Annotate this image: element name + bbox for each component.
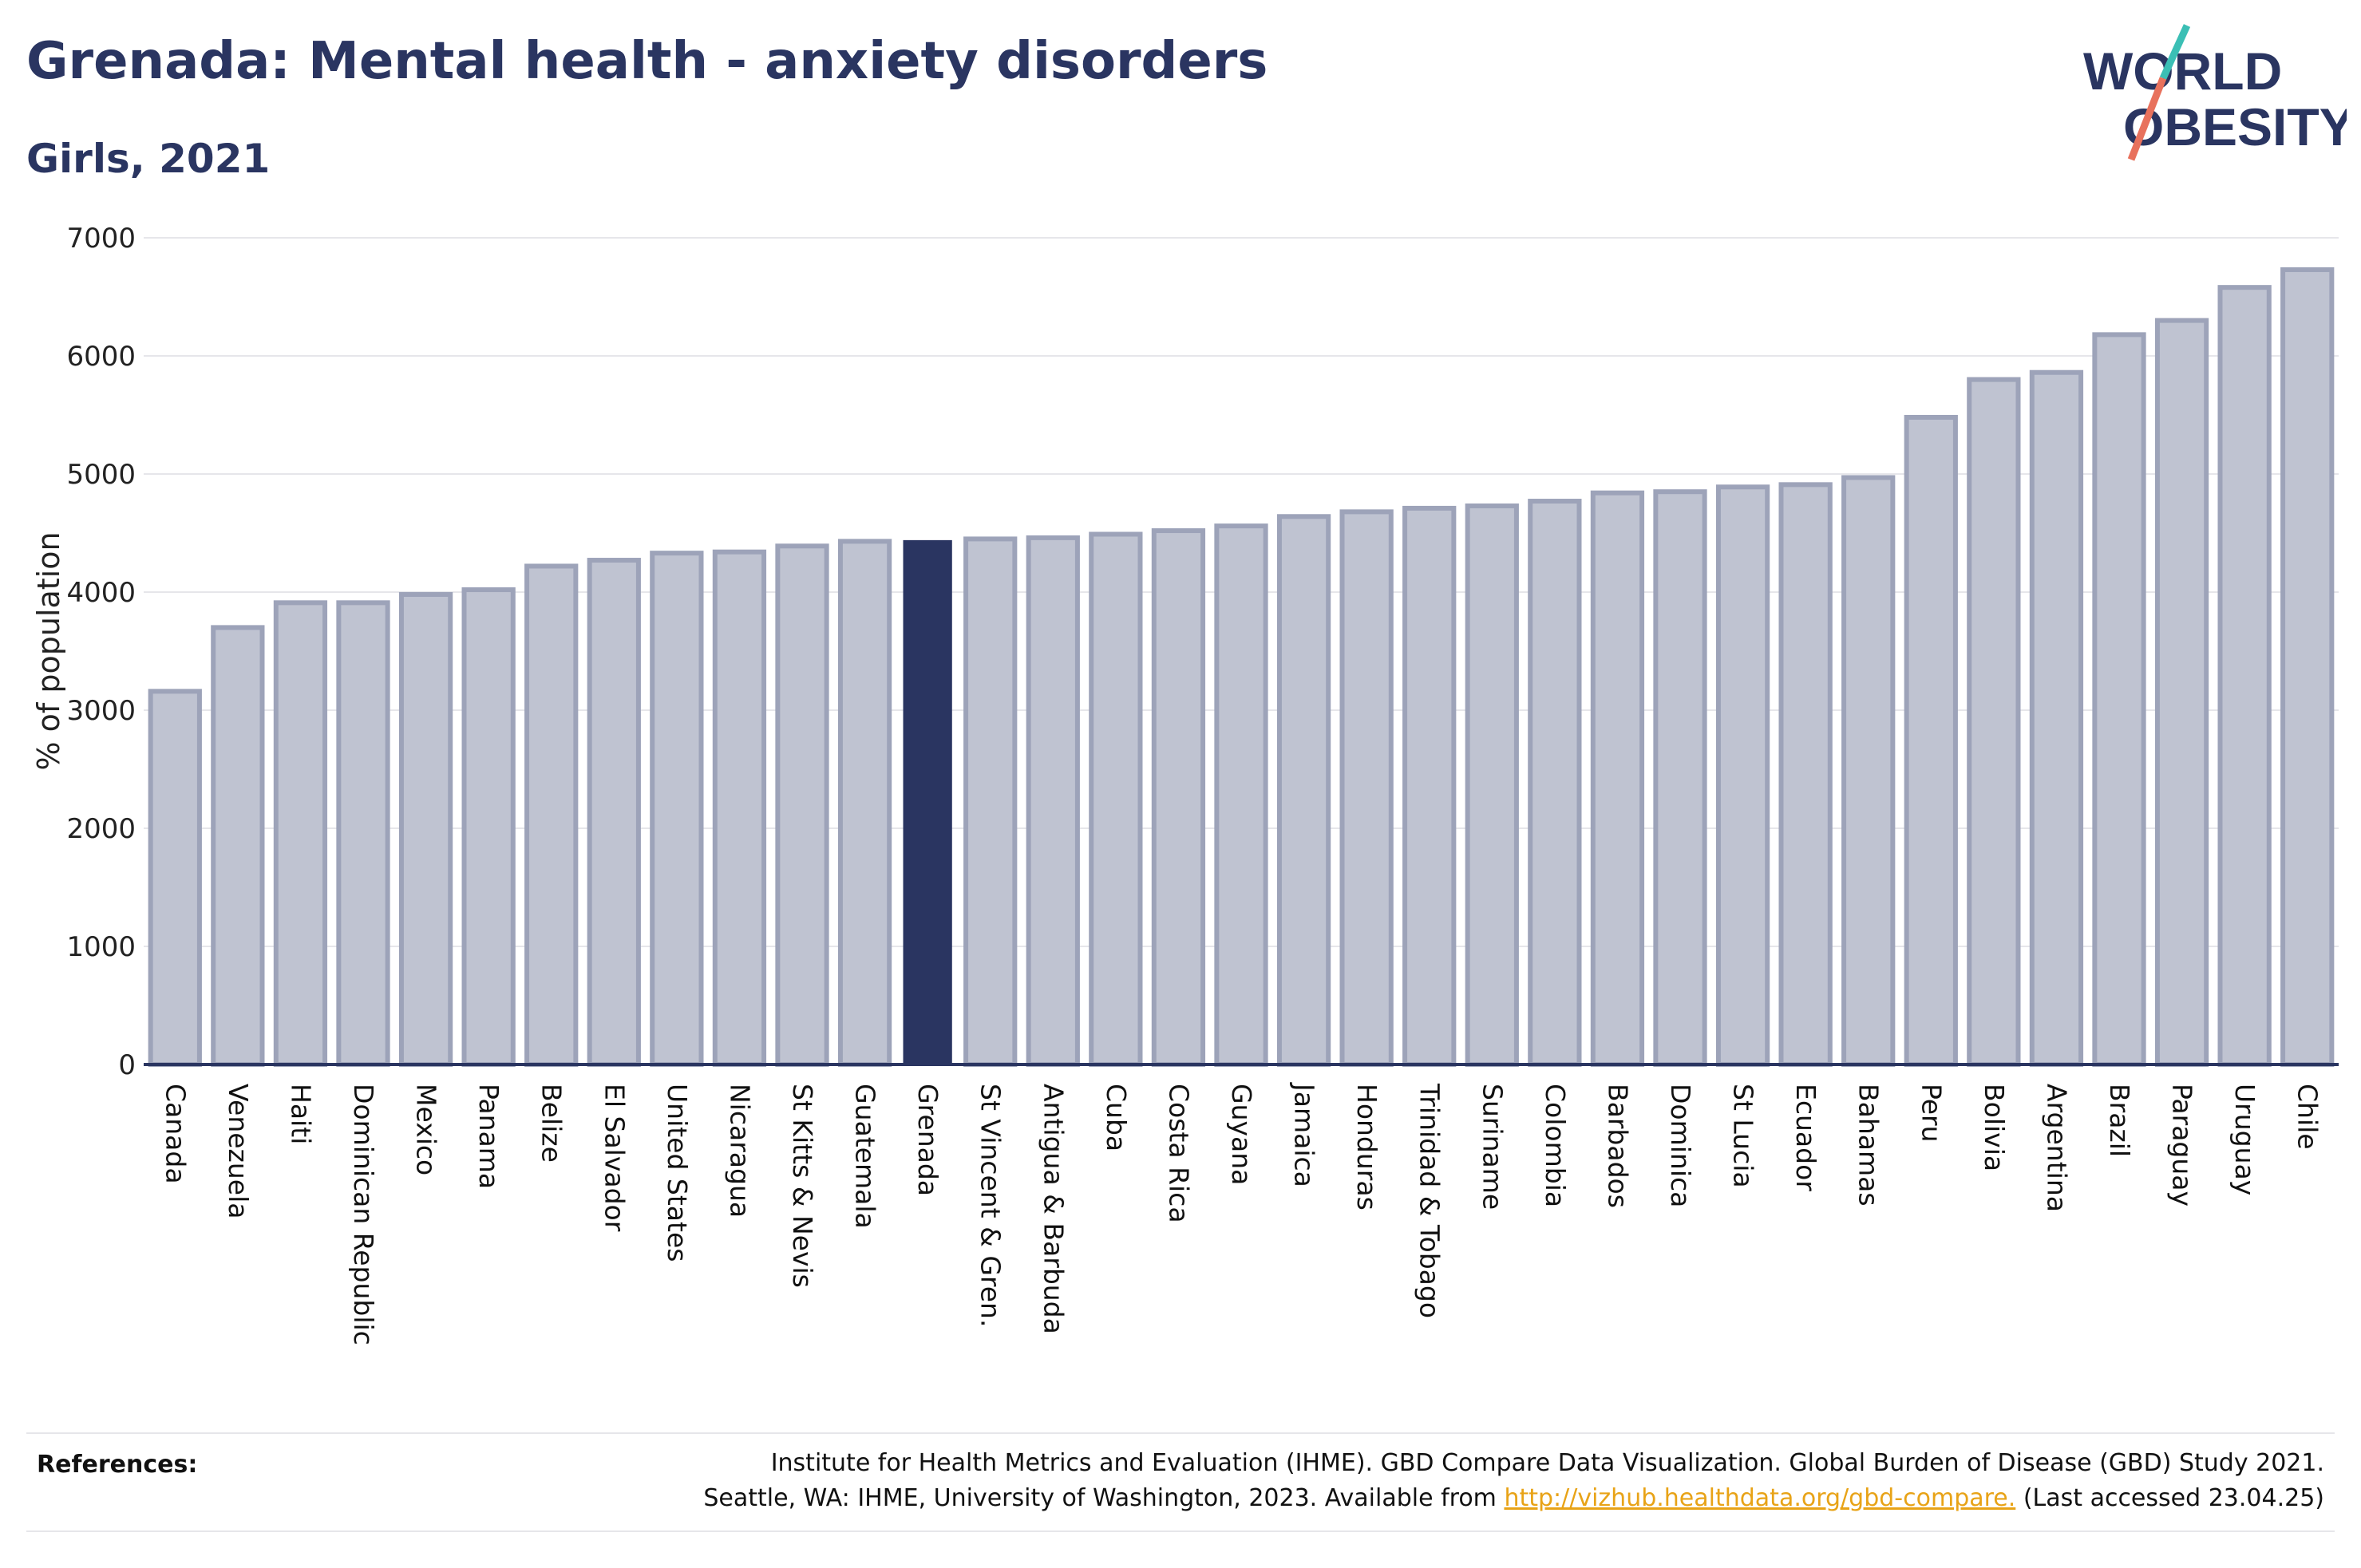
y-tick-label: 1000: [66, 931, 136, 963]
x-tick-label: Chile: [2292, 1084, 2323, 1150]
x-tick-label: Antigua & Barbuda: [1038, 1084, 1069, 1334]
references-line2-suffix: (Last accessed 23.04.25): [2015, 1484, 2324, 1512]
x-tick-label: Argentina: [2041, 1084, 2072, 1212]
logo-line1: WORLD: [2083, 41, 2282, 101]
x-tick-label: Bolivia: [1979, 1084, 2010, 1171]
bar-chart: 0 1000 2000 3000 4000 5000 6000 7000 % of popula…: [31, 223, 2339, 1345]
x-tick-label: Belize: [536, 1084, 568, 1163]
y-axis-title: % of population: [31, 531, 66, 770]
x-tick-label: Paraguay: [2167, 1084, 2198, 1207]
y-tick-label: 7000: [66, 223, 136, 255]
x-tick-label: Cuba: [1101, 1084, 1132, 1151]
bar: [1402, 505, 1457, 1067]
bar: [2217, 285, 2272, 1068]
bar: [1590, 490, 1645, 1067]
x-tick-label: Dominican Republic: [348, 1084, 379, 1345]
x-tick-label: Brazil: [2104, 1084, 2135, 1157]
x-tick-label: El Salvador: [599, 1084, 630, 1232]
references-line2: Seattle, WA: IHME, University of Washing…: [488, 1481, 2324, 1516]
references-text: Institute for Health Metrics and Evaluat…: [488, 1446, 2324, 1516]
bar: [1026, 535, 1080, 1067]
x-tick-label: St Kitts & Nevis: [787, 1084, 818, 1288]
x-tick-label: Barbados: [1602, 1084, 1633, 1208]
bar: [273, 600, 328, 1067]
x-tick-label: Uruguay: [2229, 1084, 2260, 1195]
bar: [1841, 475, 1896, 1067]
x-tick-label: Honduras: [1351, 1084, 1382, 1211]
bar: [1967, 377, 2021, 1068]
chart-subtitle: Girls, 2021: [26, 136, 271, 182]
bar: [712, 549, 767, 1067]
x-tick-label: Guyana: [1226, 1084, 1257, 1185]
bar: [1653, 489, 1707, 1067]
y-tick-label: 5000: [66, 459, 136, 491]
x-tick-label: St Lucia: [1728, 1084, 1759, 1188]
bar: [336, 600, 390, 1067]
x-tick-label: Nicaragua: [724, 1084, 755, 1218]
logo-slash-teal-icon: [2159, 24, 2191, 80]
bar: [587, 558, 641, 1067]
references-line2-prefix: Seattle, WA: IHME, University of Washing…: [703, 1484, 1505, 1512]
x-tick-label: Bahamas: [1853, 1084, 1884, 1207]
bar: [2029, 369, 2084, 1068]
references-link[interactable]: http://vizhub.healthdata.org/gbd-compare…: [1504, 1484, 2016, 1512]
bar: [837, 539, 892, 1067]
bar: [1778, 482, 1833, 1067]
chart-title: Grenada: Mental health - anxiety disorde…: [26, 32, 1268, 91]
x-tick-label: Mexico: [411, 1084, 442, 1175]
bar: [1715, 484, 1770, 1067]
bar: [903, 539, 952, 1064]
logo-line2: OBESITY: [2123, 97, 2347, 156]
x-tick-label: Dominica: [1665, 1084, 1696, 1207]
bar: [148, 689, 202, 1067]
y-tick-label: 0: [118, 1049, 136, 1081]
x-tick-label: Jamaica: [1289, 1082, 1320, 1187]
bar: [1151, 528, 1206, 1067]
world-obesity-logo: WORLD OBESITY: [2083, 24, 2347, 161]
y-tick-label: 4000: [66, 577, 136, 609]
x-tick-label: United States: [662, 1084, 693, 1262]
x-tick-label: Trinidad & Tobago: [1414, 1083, 1445, 1318]
bar: [211, 625, 265, 1067]
bar: [2092, 332, 2146, 1067]
bar: [775, 543, 829, 1067]
x-tick-label: Suriname: [1477, 1084, 1508, 1210]
x-tick-label: Canada: [160, 1084, 191, 1184]
references-divider-bottom: [26, 1530, 2335, 1532]
x-tick-label: Haiti: [285, 1084, 316, 1144]
bar: [1528, 499, 1582, 1067]
bar: [650, 551, 704, 1067]
x-tick-label: St Vincent & Gren.: [975, 1084, 1006, 1327]
bar: [1214, 523, 1268, 1067]
bar: [1904, 414, 1958, 1067]
x-tick-label: Guatemala: [850, 1084, 881, 1229]
bar: [2280, 267, 2335, 1067]
bar: [1339, 509, 1394, 1067]
logo-slash-coral-icon: [2127, 77, 2167, 161]
x-tick-label: Venezuela: [223, 1084, 254, 1218]
bar: [1276, 514, 1331, 1067]
references-line1: Institute for Health Metrics and Evaluat…: [770, 1449, 2324, 1477]
bar: [2154, 318, 2209, 1068]
bar: [963, 536, 1018, 1067]
bar: [524, 563, 579, 1067]
x-tick-label: Peru: [1916, 1084, 1947, 1143]
references-divider-top: [26, 1432, 2335, 1434]
y-tick-label: 2000: [66, 813, 136, 845]
references-label: References:: [37, 1451, 198, 1479]
x-tick-label: Colombia: [1540, 1084, 1571, 1207]
x-tick-label: Panama: [473, 1084, 504, 1189]
x-tick-label: Costa Rica: [1163, 1084, 1194, 1223]
x-tick-label: Grenada: [912, 1084, 943, 1196]
y-tick-label: 6000: [66, 341, 136, 373]
x-tick-label: Ecuador: [1790, 1084, 1821, 1191]
bar: [461, 587, 516, 1067]
bar: [1089, 531, 1143, 1067]
y-tick-label: 3000: [66, 695, 136, 727]
bar: [1465, 503, 1519, 1067]
bar: [398, 591, 453, 1067]
